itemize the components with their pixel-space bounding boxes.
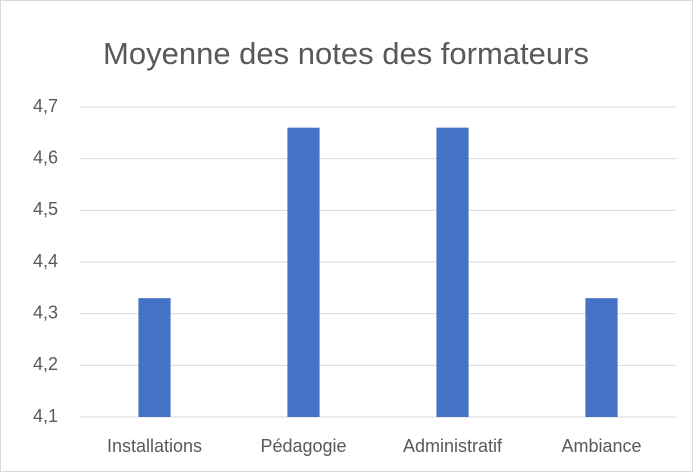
bar — [138, 298, 171, 417]
bar — [585, 298, 618, 417]
bar — [287, 127, 320, 418]
y-tick-label: 4,4 — [33, 251, 58, 271]
x-tick-label: Administratif — [403, 436, 503, 456]
x-tick-label: Ambiance — [561, 436, 641, 456]
y-tick-label: 4,3 — [33, 302, 58, 322]
chart-title: Moyenne des notes des formateurs — [103, 36, 589, 71]
y-tick-label: 4,7 — [33, 96, 58, 116]
bar — [436, 127, 469, 418]
y-tick-label: 4,6 — [33, 147, 58, 167]
y-tick-label: 4,5 — [33, 199, 58, 219]
y-tick-label: 4,1 — [33, 406, 58, 426]
y-tick-label: 4,2 — [33, 354, 58, 374]
x-tick-label: Installations — [107, 436, 202, 456]
x-tick-label: Pédagogie — [260, 436, 346, 456]
